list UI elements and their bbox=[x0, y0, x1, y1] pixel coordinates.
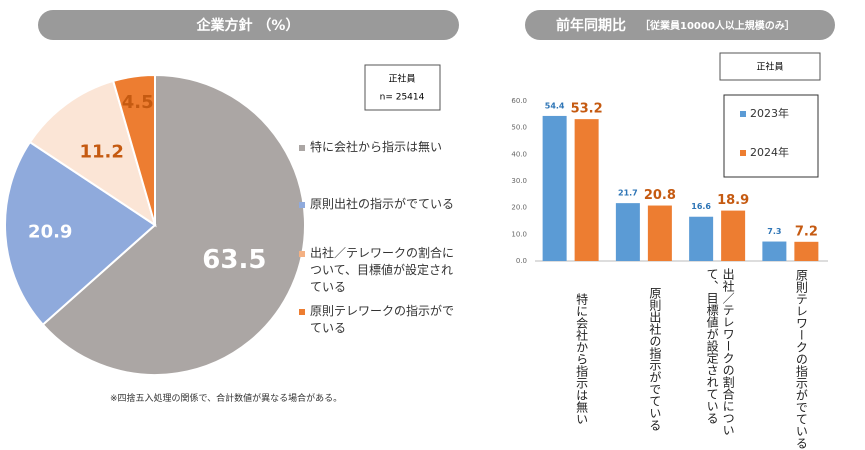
legend-swatch bbox=[299, 145, 305, 151]
title-pill bbox=[38, 10, 459, 40]
legend-swatch bbox=[299, 202, 305, 208]
pie-slice bbox=[111, 73, 156, 226]
bar bbox=[615, 203, 640, 261]
data-label: 21.7 bbox=[618, 189, 638, 198]
y-tick-label: 30.0 bbox=[511, 177, 527, 185]
sample-box bbox=[364, 64, 441, 111]
chart-title: 前年同期比 bbox=[556, 17, 626, 34]
chart-subtitle: ［従業員10000人以上規模のみ］ bbox=[640, 19, 795, 32]
legend-swatch bbox=[299, 309, 305, 315]
sample-label: 正社員 bbox=[388, 73, 415, 85]
bar bbox=[721, 210, 746, 261]
y-tick-label: 60.0 bbox=[511, 97, 527, 105]
data-label: 7.3 bbox=[767, 227, 781, 236]
y-tick-label: 50.0 bbox=[511, 124, 527, 132]
data-label: 20.8 bbox=[644, 188, 676, 203]
x-tick-label: 出社／テレワークの割合について、目標値が設定されている bbox=[705, 268, 736, 436]
y-tick-label: 0.0 bbox=[516, 257, 527, 265]
bar bbox=[762, 241, 787, 261]
y-tick-label: 40.0 bbox=[511, 150, 527, 158]
x-tick-label: 原則テレワークの指示がでている bbox=[794, 269, 809, 449]
pie-slice bbox=[28, 79, 157, 228]
data-label: 16.6 bbox=[691, 202, 711, 211]
pie-slice bbox=[4, 140, 157, 327]
y-tick-label: 20.0 bbox=[511, 204, 527, 212]
legend-label: 原則出社の指示がでている bbox=[310, 197, 455, 211]
legend-swatch bbox=[740, 150, 746, 156]
legend-label: 特に会社から指示は無い bbox=[310, 140, 443, 154]
legend-label: 原則テレワークの指示がでている bbox=[310, 304, 455, 335]
pie-slice bbox=[41, 73, 306, 376]
legend-label: 2023年 bbox=[750, 106, 789, 120]
data-label: 11.2 bbox=[79, 141, 123, 162]
data-label: 18.9 bbox=[717, 193, 749, 208]
data-label: 53.2 bbox=[571, 102, 603, 117]
sample-label: 正社員 bbox=[756, 61, 783, 73]
bar bbox=[542, 115, 567, 261]
chart-title: 企業方針 （%） bbox=[196, 17, 300, 34]
note: ※四捨五入処理の関係で、合計数値が異なる場合がある。 bbox=[110, 394, 343, 404]
legend-label: 出社／テレワークの割合について、目標値が設定されている bbox=[310, 246, 455, 294]
x-tick-label: 原則出社の指示がでている bbox=[647, 287, 662, 431]
title-pill bbox=[525, 10, 835, 40]
sample-size: n= 25414 bbox=[380, 93, 425, 103]
bar bbox=[574, 119, 599, 261]
sample-box bbox=[719, 52, 821, 81]
legend-label: 2024年 bbox=[750, 145, 789, 159]
legend-swatch bbox=[740, 111, 746, 117]
legend-box bbox=[723, 94, 819, 178]
bar bbox=[647, 205, 672, 261]
data-label: 20.9 bbox=[28, 221, 72, 242]
y-tick-label: 10.0 bbox=[511, 230, 527, 238]
data-label: 63.5 bbox=[202, 245, 266, 275]
bar bbox=[689, 216, 714, 261]
x-tick-label: 特に会社から指示は無い bbox=[574, 293, 589, 425]
data-label: 7.2 bbox=[795, 224, 818, 239]
data-label: 4.5 bbox=[122, 92, 154, 113]
bar bbox=[794, 241, 819, 261]
data-label: 54.4 bbox=[545, 101, 565, 110]
legend-swatch bbox=[299, 251, 305, 257]
